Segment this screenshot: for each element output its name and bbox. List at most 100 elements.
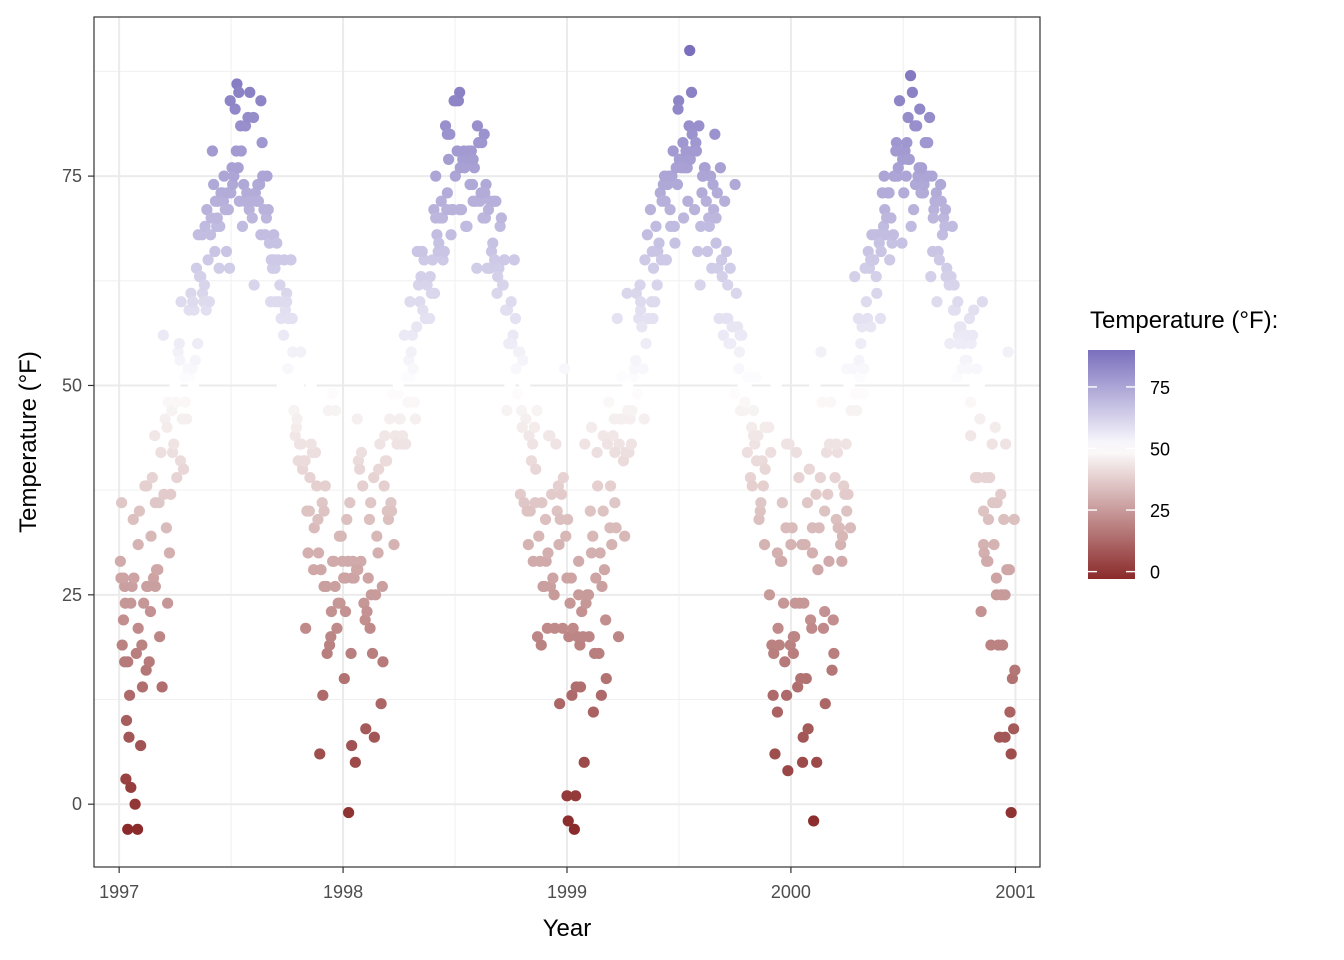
data-point (625, 438, 638, 450)
data-point (886, 237, 898, 249)
data-point (433, 237, 445, 249)
data-point (604, 480, 617, 492)
data-point (928, 204, 940, 216)
data-point (299, 455, 311, 467)
data-point (286, 312, 298, 325)
data-point (302, 547, 314, 559)
data-point (122, 823, 134, 835)
data-point (482, 204, 495, 216)
data-point (467, 153, 479, 165)
data-point (204, 229, 217, 241)
data-point (990, 589, 1003, 601)
data-point (177, 463, 190, 475)
data-point (953, 338, 965, 350)
data-point (950, 371, 963, 383)
data-point (722, 312, 734, 325)
data-point (317, 689, 329, 701)
data-point (690, 145, 703, 157)
data-point (900, 170, 912, 182)
data-point (892, 170, 904, 182)
data-point (223, 262, 236, 274)
data-point (141, 480, 153, 492)
data-point (710, 212, 722, 224)
data-point (192, 338, 204, 350)
data-point (468, 162, 480, 174)
data-point (890, 137, 903, 149)
data-point (793, 471, 805, 484)
data-point (435, 195, 447, 207)
data-point (733, 346, 745, 358)
data-point (188, 304, 200, 316)
data-point (441, 128, 453, 140)
data-point (335, 530, 347, 542)
data-point (741, 446, 753, 459)
data-point (454, 86, 466, 98)
data-point (364, 622, 376, 634)
data-point (325, 631, 337, 643)
data-point (744, 471, 757, 484)
data-point (423, 312, 436, 325)
data-point (922, 137, 934, 149)
data-point (830, 438, 842, 450)
data-point (578, 756, 590, 768)
data-point (622, 379, 634, 392)
data-point (323, 639, 336, 651)
data-point (712, 262, 724, 274)
data-point (840, 438, 852, 450)
data-point (208, 178, 220, 191)
y-axis-ticks: 0 25 50 75 (62, 166, 94, 814)
data-point (596, 580, 608, 593)
data-point (218, 170, 230, 182)
data-point (154, 631, 166, 643)
data-point (896, 237, 908, 249)
data-point (772, 622, 784, 634)
data-point (696, 170, 709, 182)
data-point (408, 396, 420, 408)
data-point (525, 455, 538, 467)
data-point (812, 564, 824, 576)
data-point (989, 421, 1001, 433)
data-point (635, 304, 647, 316)
data-point (157, 329, 169, 341)
data-point (168, 438, 180, 450)
data-point (309, 446, 322, 459)
data-point (171, 471, 183, 484)
data-point (361, 605, 373, 618)
data-point (908, 204, 920, 216)
data-point (638, 413, 650, 425)
data-point (116, 497, 128, 509)
data-point (700, 195, 712, 207)
data-point (640, 338, 652, 350)
data-point (355, 446, 368, 459)
data-point (233, 86, 245, 98)
data-point (189, 354, 201, 366)
data-point (143, 656, 155, 668)
data-point (771, 547, 784, 559)
data-point (667, 145, 679, 157)
data-point (968, 304, 980, 316)
data-point (690, 137, 702, 149)
data-point (352, 564, 364, 576)
data-point (850, 405, 863, 417)
data-point (817, 622, 830, 634)
legend-tick-label: 0 (1150, 563, 1160, 583)
data-point (132, 538, 144, 551)
data-point (977, 505, 990, 517)
data-point (573, 555, 585, 567)
data-point (514, 488, 526, 500)
data-point (388, 538, 400, 551)
x-axis-ticks: 1997 1998 1999 2000 2001 (99, 867, 1035, 902)
data-point (236, 220, 249, 232)
data-point (875, 245, 887, 258)
data-point (415, 271, 427, 283)
data-point (802, 723, 814, 735)
data-point (165, 488, 177, 500)
data-point (630, 354, 642, 366)
data-point (392, 379, 404, 392)
data-point (892, 162, 904, 174)
data-point (750, 371, 762, 383)
data-point (779, 656, 791, 668)
data-point (331, 622, 343, 634)
data-point (498, 254, 511, 266)
data-point (492, 271, 504, 283)
